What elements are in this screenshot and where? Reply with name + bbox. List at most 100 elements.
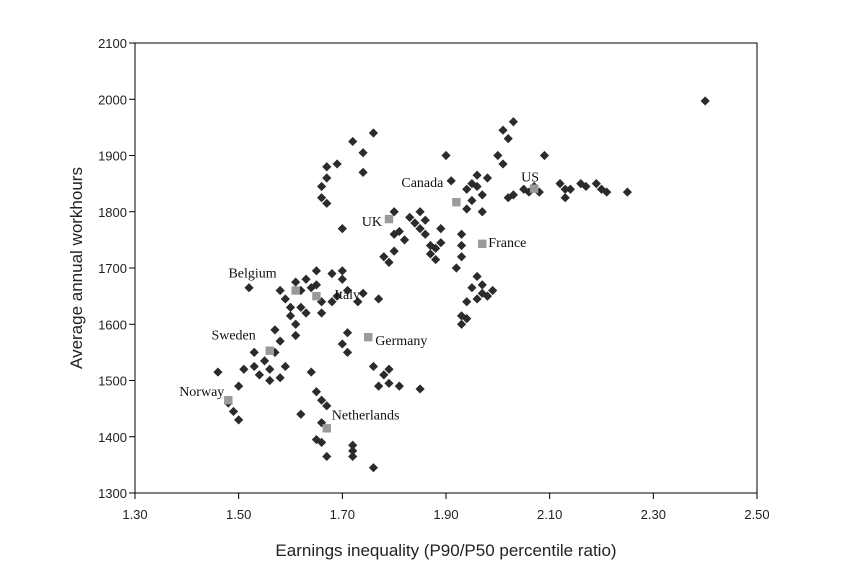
data-point-diamond bbox=[322, 198, 332, 208]
data-point-diamond bbox=[311, 387, 322, 397]
data-point-diamond bbox=[348, 446, 358, 456]
data-point-diamond bbox=[472, 271, 482, 282]
data-point-diamond bbox=[342, 328, 353, 338]
data-point-diamond bbox=[374, 294, 384, 304]
data-point-diamond bbox=[389, 246, 399, 256]
data-point-diamond bbox=[254, 370, 264, 380]
data-point-diamond bbox=[317, 437, 327, 447]
data-point-diamond bbox=[431, 254, 441, 265]
data-point-diamond bbox=[265, 375, 275, 386]
country-label-italy: Italy bbox=[334, 288, 360, 303]
country-average-marker bbox=[265, 346, 274, 355]
data-point-diamond bbox=[436, 224, 446, 234]
y-tick-label: 1900 bbox=[98, 149, 127, 164]
data-point-diamond bbox=[420, 215, 430, 225]
country-average-marker bbox=[452, 197, 461, 207]
country-label-france: France bbox=[488, 236, 526, 251]
data-point-diamond bbox=[555, 179, 565, 189]
data-point-diamond bbox=[446, 176, 456, 186]
x-tick-label: 2.50 bbox=[744, 507, 769, 522]
data-point-diamond bbox=[410, 218, 420, 228]
data-point-diamond bbox=[508, 117, 518, 127]
data-point-diamond bbox=[488, 285, 498, 296]
country-label-norway: Norway bbox=[179, 385, 224, 400]
data-point-diamond bbox=[228, 406, 239, 417]
data-point-diamond bbox=[317, 181, 327, 192]
data-point-diamond bbox=[234, 381, 244, 391]
country-average-marker bbox=[322, 424, 331, 433]
data-point-diamond bbox=[420, 229, 430, 239]
data-point-diamond bbox=[472, 170, 482, 180]
data-point-diamond bbox=[379, 252, 389, 262]
data-point-diamond bbox=[249, 347, 259, 357]
data-point-diamond bbox=[539, 150, 550, 161]
data-point-diamond bbox=[270, 325, 280, 335]
data-point-diamond bbox=[560, 193, 570, 203]
data-point-diamond bbox=[285, 302, 296, 312]
data-point-diamond bbox=[498, 125, 508, 135]
data-point-diamond bbox=[467, 179, 477, 189]
data-point-diamond bbox=[291, 319, 301, 329]
data-point-diamond bbox=[317, 193, 327, 203]
data-point-diamond bbox=[244, 283, 254, 293]
data-point-diamond bbox=[348, 136, 358, 147]
data-point-diamond bbox=[477, 207, 487, 217]
data-point-diamond bbox=[477, 280, 487, 290]
data-point-diamond bbox=[353, 297, 363, 307]
data-point-diamond bbox=[462, 184, 472, 194]
data-point-diamond bbox=[467, 195, 477, 206]
data-point-diamond bbox=[389, 207, 399, 217]
data-point-diamond bbox=[498, 159, 508, 169]
data-point-diamond bbox=[472, 181, 482, 192]
data-point-diamond bbox=[482, 291, 493, 301]
data-points bbox=[213, 96, 710, 473]
y-axis-ticks: 1300 1400 1500 1600 1700 1800 1900 2000 2100 bbox=[98, 36, 135, 501]
data-point-diamond bbox=[379, 370, 389, 380]
country-label-germany: Germany bbox=[375, 334, 427, 349]
data-point-diamond bbox=[358, 148, 368, 158]
data-point-diamond bbox=[581, 181, 591, 192]
data-point-diamond bbox=[265, 364, 275, 374]
country-label-canada: Canada bbox=[401, 176, 444, 191]
y-tick-label: 1500 bbox=[98, 374, 127, 389]
x-axis-ticks: 1.30 1.50 1.70 1.90 2.10 2.30 2.50 bbox=[122, 493, 770, 522]
data-point-diamond bbox=[234, 415, 244, 425]
data-point-diamond bbox=[602, 187, 612, 197]
data-point-diamond bbox=[358, 288, 368, 298]
data-point-diamond bbox=[384, 257, 394, 267]
data-point-diamond bbox=[327, 269, 337, 279]
data-point-diamond bbox=[301, 308, 311, 318]
y-tick-label: 2100 bbox=[98, 36, 127, 51]
data-point-diamond bbox=[259, 356, 270, 366]
data-point-diamond bbox=[472, 294, 482, 304]
data-point-diamond bbox=[456, 319, 467, 329]
country-average-marker bbox=[312, 291, 321, 301]
data-point-diamond bbox=[280, 294, 290, 304]
data-point-diamond bbox=[456, 240, 467, 251]
x-tick-label: 1.90 bbox=[433, 507, 458, 522]
country-average-marker bbox=[224, 395, 233, 405]
data-point-diamond bbox=[374, 381, 384, 391]
x-tick-label: 1.50 bbox=[226, 507, 251, 522]
data-point-diamond bbox=[456, 229, 467, 239]
data-point-diamond bbox=[337, 266, 347, 276]
data-point-diamond bbox=[322, 401, 332, 411]
y-axis-title: Average annual workhours bbox=[67, 167, 86, 369]
data-point-diamond bbox=[317, 395, 327, 405]
data-point-diamond bbox=[482, 173, 493, 183]
data-point-diamond bbox=[296, 409, 306, 419]
data-point-diamond bbox=[322, 451, 332, 462]
y-tick-label: 1700 bbox=[98, 261, 127, 276]
data-point-diamond bbox=[280, 361, 290, 372]
y-tick-label: 2000 bbox=[98, 92, 127, 107]
x-tick-label: 1.30 bbox=[122, 507, 147, 522]
data-point-diamond bbox=[477, 190, 487, 200]
data-point-diamond bbox=[275, 285, 285, 296]
data-point-diamond bbox=[322, 173, 332, 183]
data-point-diamond bbox=[503, 134, 513, 144]
country-label-us: US bbox=[521, 171, 539, 186]
x-tick-label: 1.70 bbox=[330, 507, 355, 522]
data-point-diamond bbox=[348, 440, 358, 450]
